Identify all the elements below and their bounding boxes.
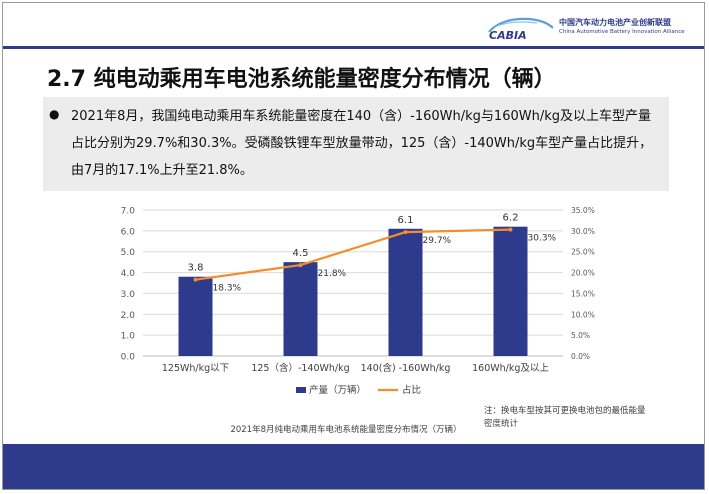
- y-right-tick-label: 0.0%: [571, 352, 590, 361]
- bar-value-label: 6.2: [503, 213, 519, 224]
- y-left-tick-label: 6.0: [121, 227, 136, 237]
- y-right-tick-label: 25.0%: [571, 248, 595, 257]
- y-right-tick-label: 20.0%: [571, 269, 595, 278]
- x-tick-label: 125Wh/kg以下: [162, 363, 229, 374]
- bar-value-label: 6.1: [398, 215, 414, 226]
- energy-density-chart: 0.0 1.0 2.0 3.0 4.0 5.0 6.0 7.0 0.0% 5.0% 10.0% 15.…: [121, 206, 646, 435]
- header-divider: [3, 46, 704, 49]
- line-value-label: 18.3%: [213, 284, 242, 294]
- line-point: [298, 263, 303, 268]
- logo-en-name: China Automotive Battery Innovation Alli…: [559, 29, 685, 35]
- chart-note: 注：换电车型按其可更换电池包的最低能量: [484, 405, 646, 416]
- y-right-tick-label: 10.0%: [571, 310, 595, 319]
- line-value-label: 30.3%: [528, 234, 557, 244]
- share-line: [195, 228, 511, 281]
- chart-note: 密度统计: [484, 418, 519, 429]
- footer-bar: [3, 444, 704, 489]
- summary-panel: [43, 97, 669, 191]
- line-point: [403, 230, 408, 235]
- bar: [388, 228, 423, 356]
- y-left-tick-label: 3.0: [121, 290, 136, 300]
- legend-bar-label: 产量（万辆）: [309, 384, 366, 396]
- slide-title: 2.7 纯电动乘用车电池系统能量密度分布情况（辆）: [47, 67, 556, 92]
- line-value-label: 21.8%: [318, 269, 347, 279]
- y-left-tick-label: 5.0: [121, 248, 136, 258]
- logo-mark: CABIA: [489, 29, 527, 41]
- bar: [283, 262, 318, 356]
- line-point: [508, 227, 513, 232]
- bar: [178, 276, 213, 356]
- bar-value-label: 3.8: [188, 263, 204, 274]
- y-right-tick-label: 5.0%: [571, 331, 590, 340]
- y-right-tick-label: 15.0%: [571, 289, 595, 298]
- y-right-tick-label: 30.0%: [571, 227, 595, 236]
- y-left-tick-label: 7.0: [121, 207, 136, 217]
- y-left-tick-label: 0.0: [121, 353, 136, 363]
- line-value-label: 29.7%: [423, 236, 452, 246]
- x-tick-label: 160Wh/kg及以上: [472, 363, 549, 374]
- line-point: [193, 277, 198, 282]
- bar-value-label: 4.5: [293, 248, 309, 259]
- y-right-tick-label: 35.0%: [571, 206, 595, 215]
- logo-cn-name: 中国汽车动力电池产业创新联盟: [559, 18, 671, 27]
- y-left-tick-label: 2.0: [121, 311, 136, 321]
- legend-line-label: 占比: [402, 384, 421, 396]
- slide: CABIA 中国汽车动力电池产业创新联盟 China Automotive Ba…: [2, 2, 705, 490]
- bar: [493, 226, 528, 356]
- cabia-logo: CABIA 中国汽车动力电池产业创新联盟 China Automotive Ba…: [485, 13, 700, 43]
- y-left-tick-label: 1.0: [121, 332, 136, 342]
- x-tick-label: 140(含) -160Wh/kg: [361, 362, 451, 374]
- y-left-tick-label: 4.0: [121, 269, 136, 279]
- car-logo-icon: CABIA: [488, 17, 554, 41]
- chart-caption: 2021年8月纯电动乘用车电池系统能量密度分布情况（万辆）: [230, 424, 461, 435]
- bullet-dot-icon: ●: [49, 107, 60, 121]
- summary-text: 2021年8月，我国纯电动乘用车系统能量密度在140（含）-160Wh/kg与1…: [71, 109, 653, 178]
- legend-bar-swatch: [296, 387, 306, 393]
- x-tick-label: 125（含）-140Wh/kg: [251, 362, 349, 374]
